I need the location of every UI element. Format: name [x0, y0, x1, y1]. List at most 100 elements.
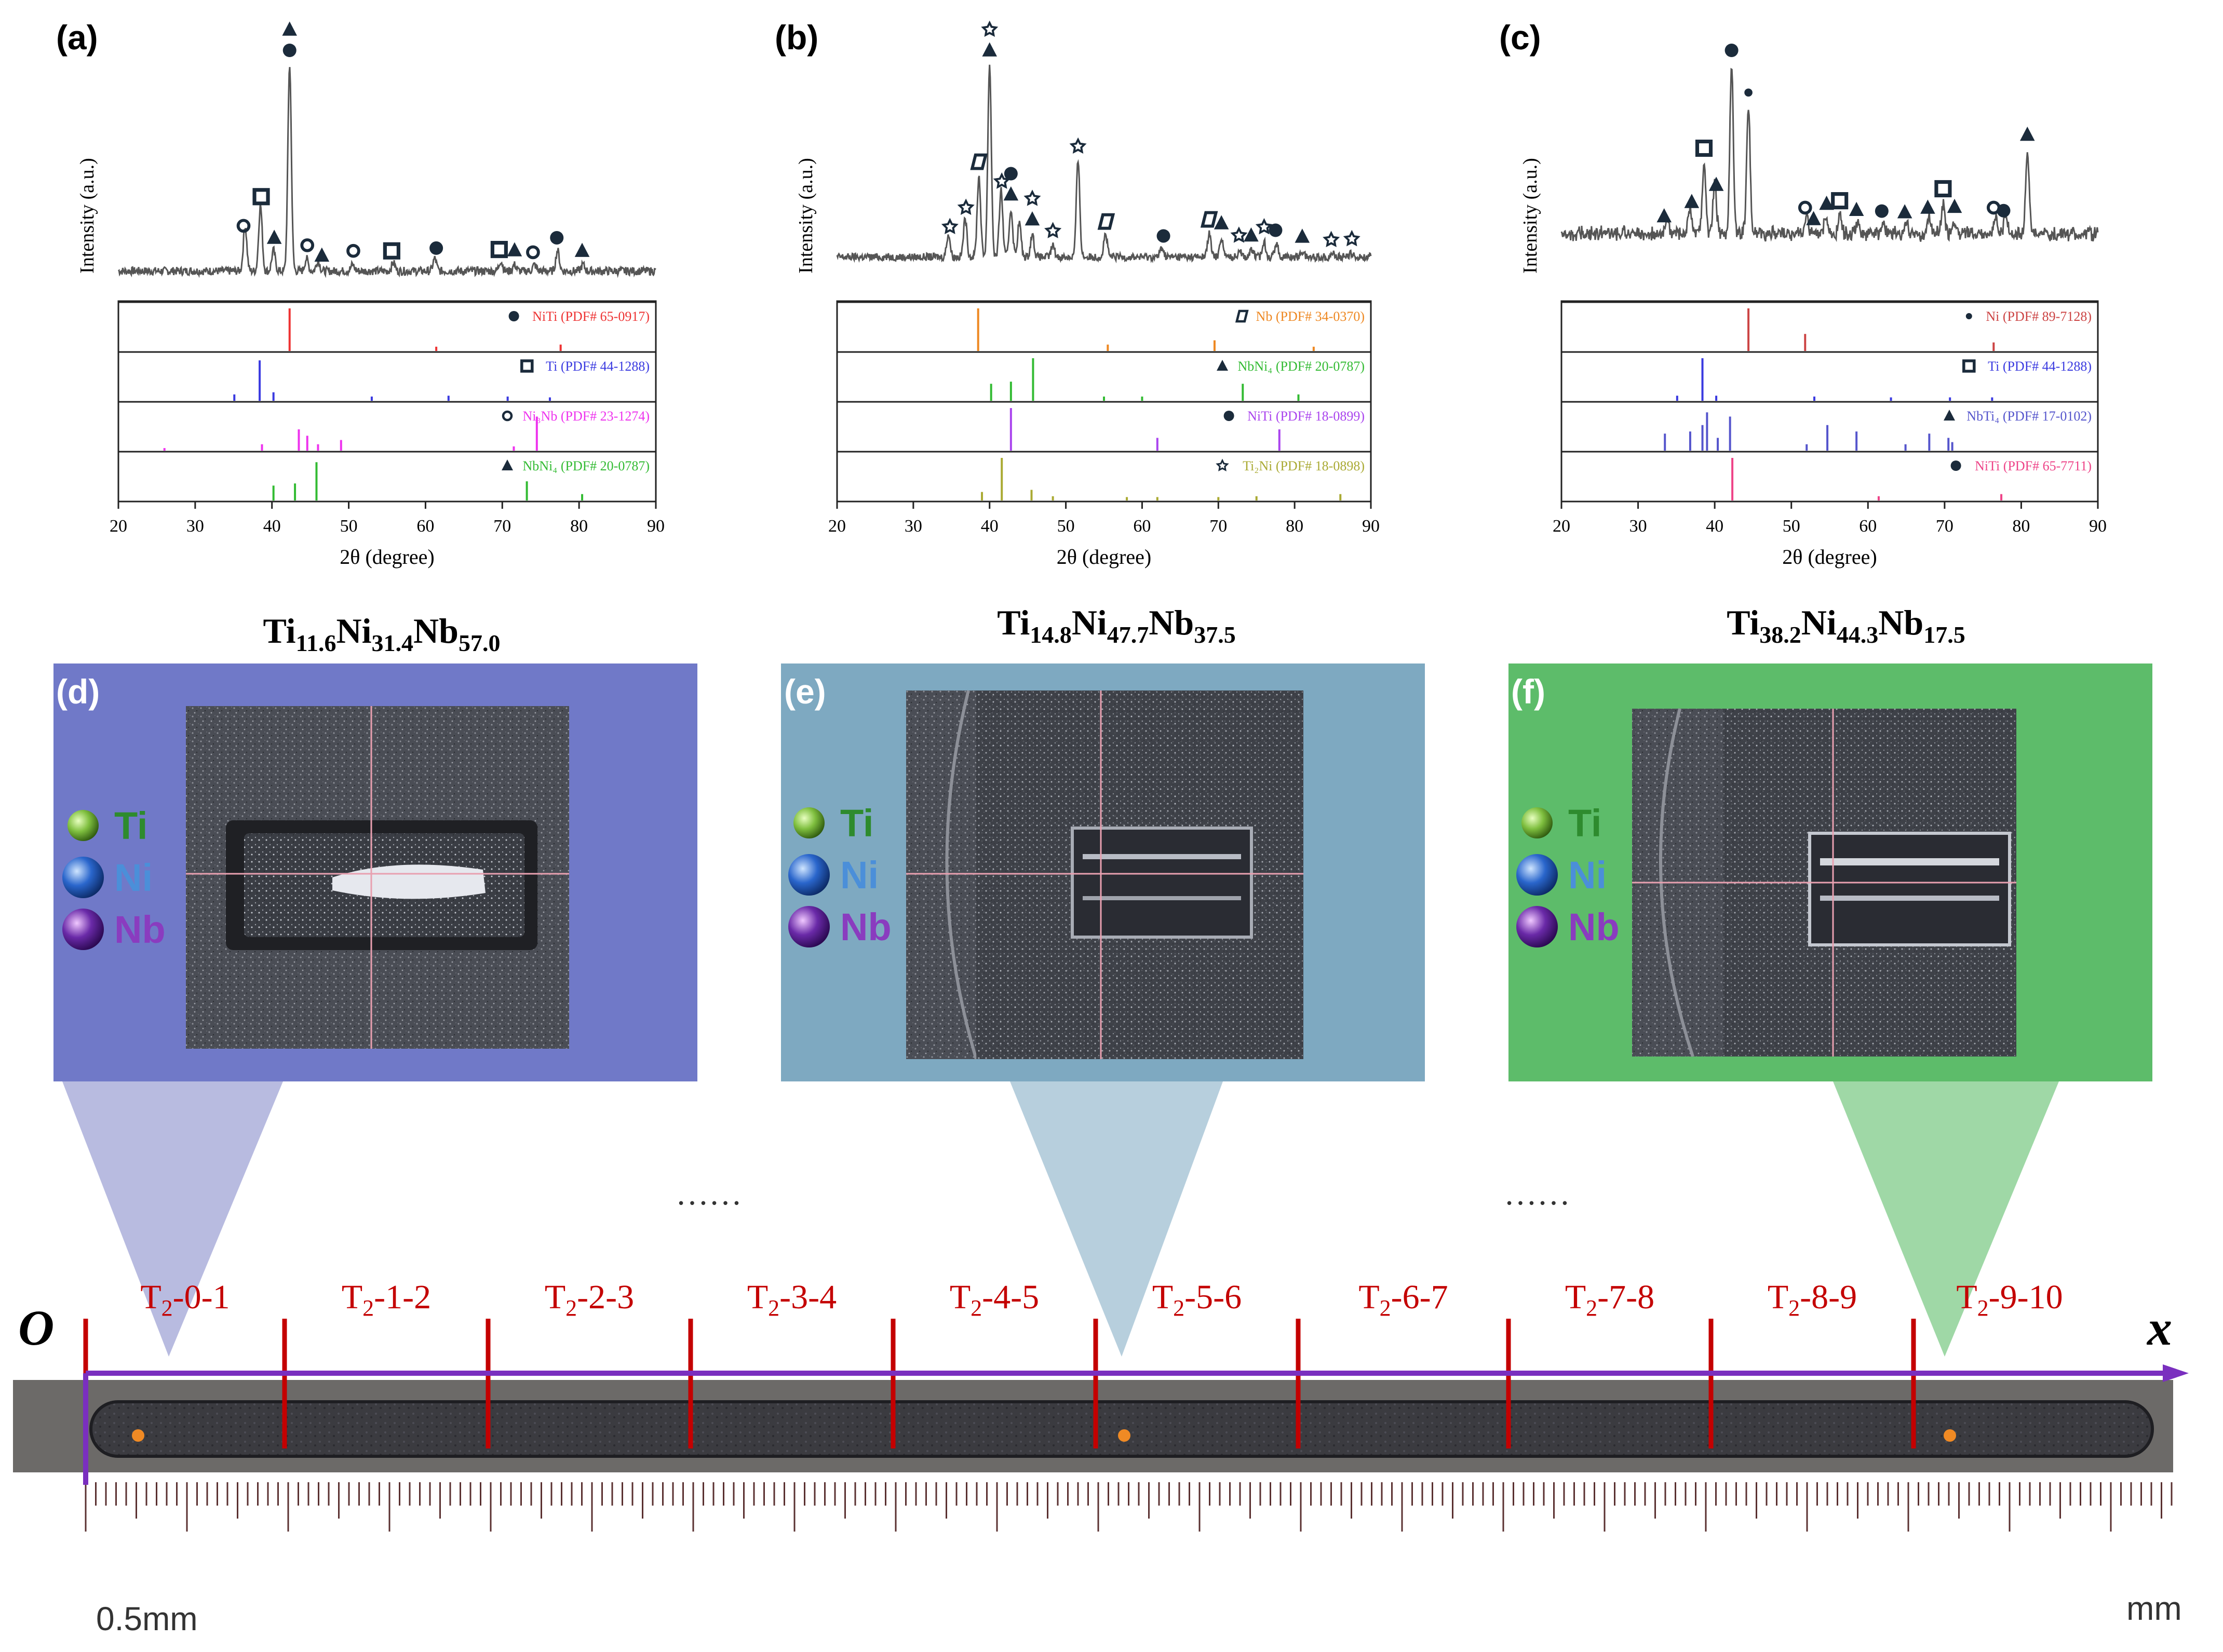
peak-marker-tri — [1819, 195, 1834, 210]
composition-title-b: Ti14.8Ni47.7Nb37.5 — [997, 603, 1235, 648]
peak-marker-ring — [236, 219, 251, 233]
peak-marker-ring — [526, 245, 540, 260]
segment-label-subscript: 2 — [1173, 1295, 1184, 1321]
x-tick-label: 50 — [1783, 517, 1800, 536]
peak-marker-star — [1230, 226, 1248, 243]
x-tick-label: 30 — [186, 517, 204, 536]
x-tick-label: 40 — [263, 517, 281, 536]
legend-marker-box — [1962, 359, 1976, 373]
reference-label: Ti (PDF# 44-1288) — [546, 359, 650, 374]
segment-label: T2-9-10 — [1956, 1278, 2063, 1321]
ellipsis-right: …… — [1504, 1175, 1570, 1212]
ti-atom-icon — [68, 810, 99, 841]
segment-label-suffix: -3-4 — [779, 1278, 837, 1316]
segment-label-suffix: -5-6 — [1184, 1278, 1242, 1316]
peak-marker-star — [1069, 137, 1087, 154]
segment-label-subscript: 2 — [1586, 1295, 1597, 1321]
peak-marker-dot — [1156, 229, 1170, 243]
peak-marker-tri — [507, 242, 522, 256]
segment-label-suffix: -7-8 — [1597, 1278, 1654, 1316]
reference-label: Ti (PDF# 44-1288) — [1988, 359, 2092, 374]
segment-label-suffix: -2-3 — [577, 1278, 634, 1316]
legend-marker-dot — [1223, 411, 1234, 421]
ruler-background — [0, 1474, 2223, 1652]
x-tick-label: 20 — [828, 517, 846, 536]
x-tick-label: 70 — [1936, 517, 1953, 536]
x-tick-label: 80 — [2012, 517, 2030, 536]
legend-marker-star — [1216, 458, 1229, 471]
legend-element-label: Nb — [1568, 905, 1620, 949]
nb-atom-icon — [1516, 906, 1558, 947]
peak-marker-rhomb — [1200, 211, 1218, 228]
peak-marker-box — [490, 240, 508, 259]
peak-marker-tri — [574, 242, 590, 257]
peak-marker-star — [1343, 229, 1360, 247]
scale-label: 0.5mm — [96, 1600, 198, 1637]
peak-marker-tri — [1920, 199, 1935, 214]
reference-label: Ti₂Ni (PDF# 18-0898) — [1243, 458, 1365, 473]
panel-label: (d) — [56, 672, 100, 711]
xrd-panel-a: (a) NiTi (PDF# 65-0917) Ti (PDF# 44-1288) N… — [56, 18, 665, 568]
peak-marker-dot — [1004, 167, 1018, 181]
x-tick-label: 70 — [1209, 517, 1227, 536]
segment-label-suffix: -9-10 — [1989, 1278, 2063, 1316]
panel-label: (a) — [56, 18, 98, 57]
segment-label: T2-1-2 — [342, 1278, 431, 1321]
xrd-pattern-line — [836, 64, 1372, 264]
legend-marker-tri — [1944, 410, 1955, 421]
legend-marker-rhomb — [1235, 309, 1249, 323]
nb-atom-icon — [62, 909, 104, 950]
xrd-pattern-line — [1560, 67, 2099, 242]
segment-label-subscript: 2 — [1788, 1295, 1800, 1321]
peak-marker-box — [1934, 180, 1952, 198]
ti-atom-icon — [1521, 807, 1553, 838]
legend-marker-dotsm — [1965, 313, 1972, 319]
xrd-pattern-line — [117, 67, 656, 278]
peak-marker-star — [1255, 218, 1273, 235]
reference-label: NiTi (PDF# 65-0917) — [532, 309, 650, 324]
ruler — [85, 1482, 2173, 1532]
segment-label-suffix: -8-9 — [1800, 1278, 1857, 1316]
legend-element-label: Nb — [114, 908, 166, 951]
legend-element-label: Ti — [840, 802, 873, 845]
xrd-panel-c: (c) Ni (PDF# 89-7128) Ti (PDF# 44-1288) NbT… — [1499, 18, 2107, 568]
ni-atom-icon — [62, 857, 104, 898]
peak-marker-tri — [2019, 126, 2035, 141]
origin-label: O — [18, 1300, 54, 1356]
segment-label: T2-6-7 — [1358, 1278, 1448, 1321]
x-axis-arrowhead — [2163, 1364, 2189, 1382]
peak-marker-tri — [1003, 186, 1019, 201]
ellipsis-left: …… — [676, 1175, 742, 1212]
x-tick-label: 40 — [1706, 517, 1723, 536]
x-axis-title: 2θ (degree) — [1782, 545, 1877, 568]
x-tick-label: 90 — [1362, 517, 1380, 536]
peak-marker-tri — [1656, 208, 1672, 223]
peak-marker-rhomb — [970, 153, 988, 170]
legend-marker-ring — [502, 410, 513, 422]
segment-label-subscript: 2 — [1977, 1295, 1989, 1321]
x-tick-label: 80 — [1286, 517, 1303, 536]
x-tick-label: 20 — [110, 517, 127, 536]
peak-marker-tri — [1025, 211, 1040, 226]
segment-markers: T2-0-1 T2-1-2 T2-2-3 T2-3-4 T2-4-5 T2-5-6 T2-6… — [83, 1278, 2063, 1448]
segment-label-suffix: -4-5 — [982, 1278, 1039, 1316]
segment-label-subscript: 2 — [362, 1295, 374, 1321]
x-tick-label: 60 — [416, 517, 434, 536]
pointer-triangle — [62, 1081, 283, 1357]
peak-marker-star — [1323, 231, 1340, 248]
x-tick-label: 50 — [340, 517, 358, 536]
x-tick-label: 90 — [647, 517, 665, 536]
micrograph-panel-d: (d) — [53, 663, 697, 1357]
sample-edge-arc — [945, 690, 978, 1060]
xrd-panel-b: (b) Nb (PDF# 34-0370) NbNi₄ (PDF# 20-0787)… — [775, 18, 1380, 568]
laser-track — [89, 1400, 2154, 1458]
peak-marker-ring — [300, 238, 315, 252]
sample-strip — [0, 1380, 2223, 1652]
composition-title-c: Ti38.2Ni44.3Nb17.5 — [1727, 603, 1965, 648]
segment-label: T2-7-8 — [1565, 1278, 1654, 1321]
y-axis-title: Intensity (a.u.) — [795, 158, 817, 274]
peak-marker-dot — [429, 241, 443, 255]
x-tick-label: 30 — [905, 517, 922, 536]
element-legends: Ti Ni Nb Ti Ni Nb Ti Ni Nb — [62, 802, 1620, 951]
segment-label-subscript: 2 — [768, 1295, 779, 1321]
